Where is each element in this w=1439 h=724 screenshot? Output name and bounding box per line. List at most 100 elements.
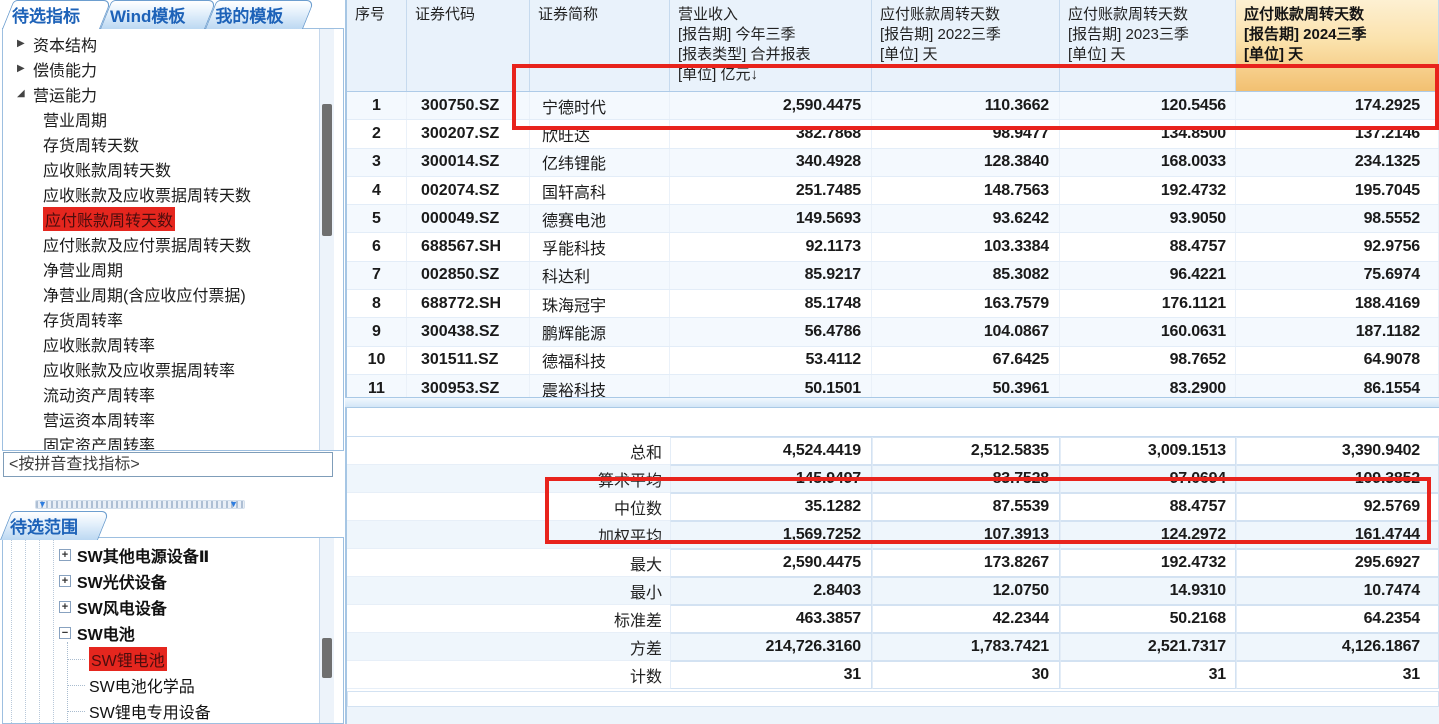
table-row[interactable]: 8 688772.SH 珠海冠宇 85.1748 163.7579 176.1121 188… <box>347 290 1439 319</box>
column-header-index[interactable]: 序号 <box>347 0 407 91</box>
indicator-item[interactable]: 流动资产周转率 <box>3 381 327 406</box>
indicator-hscrollbar[interactable]: ▼ ▼ <box>35 500 245 509</box>
summary-label: 最大 <box>347 549 670 577</box>
indicator-item[interactable]: 应收账款周转天数 <box>3 156 327 181</box>
column-header-apdays-2023[interactable]: 应付账款周转天数 [报告期] 2023三季 [单位] 天 <box>1060 0 1236 91</box>
column-header-revenue[interactable]: 营业收入 [报告期] 今年三季 [报表类型] 合并报表 [单位] 亿元↓ <box>670 0 872 91</box>
table-cell: 8 <box>347 290 407 318</box>
indicator-item[interactable]: 固定资产周转率 <box>3 431 327 451</box>
scope-item[interactable]: SW锂电池 <box>3 646 343 672</box>
scope-item[interactable]: + SW风电设备 <box>3 594 343 620</box>
indicator-item[interactable]: 营运资本周转率 <box>3 406 327 431</box>
indicator-item[interactable]: 存货周转天数 <box>3 131 327 156</box>
collapse-minus-icon[interactable]: − <box>59 627 71 639</box>
hscroll-right-handle-icon[interactable]: ▼ <box>229 499 238 509</box>
table-cell: 98.9477 <box>872 120 1060 148</box>
table-row[interactable]: 3 300014.SZ 亿纬锂能 340.4928 128.3840 168.0033 23… <box>347 148 1439 177</box>
pane-divider[interactable] <box>345 0 347 724</box>
scope-tab-bar: 待选范围 <box>0 511 98 540</box>
indicator-item[interactable]: 应收账款及应收票据周转天数 <box>3 181 327 206</box>
collapsed-arrow-icon[interactable]: ▶ <box>17 38 25 49</box>
indicator-item[interactable]: 营业周期 <box>3 106 327 131</box>
tab-pending-scope[interactable]: 待选范围 <box>0 511 98 540</box>
summary-row[interactable]: 最小 2.8403 12.0750 14.9310 10.7474 <box>347 577 1439 605</box>
column-header-name[interactable]: 证券简称 <box>530 0 670 91</box>
table-cell: 96.4221 <box>1060 261 1236 290</box>
summary-value: 30 <box>872 661 1060 689</box>
scope-item[interactable]: SW电池化学品 <box>3 672 343 698</box>
summary-label: 总和 <box>347 437 670 465</box>
tab-wind-templates[interactable]: Wind模板 <box>100 0 205 29</box>
scope-item[interactable]: + SW其他电源设备Ⅱ <box>3 542 343 568</box>
indicator-label: 应收账款周转天数 <box>43 162 172 180</box>
hscroll-left-handle-icon[interactable]: ▼ <box>38 499 47 509</box>
indicator-item[interactable]: 净营业周期 <box>3 256 327 281</box>
indicator-scrollbar[interactable] <box>319 29 334 450</box>
indicator-scrollbar-thumb[interactable] <box>322 104 332 236</box>
summary-row[interactable]: 标准差 463.3857 42.2344 50.2168 64.2354 <box>347 605 1439 633</box>
summary-row[interactable]: 方差 214,726.3160 1,783.7421 2,521.7317 4,126.… <box>347 633 1439 661</box>
tab-label: 待选指标 <box>12 7 80 26</box>
table-row[interactable]: 4 002074.SZ 国轩高科 251.7485 148.7563 192.4732 19… <box>347 176 1439 206</box>
scope-label: SW锂电池 <box>89 647 167 671</box>
table-row[interactable]: 6 688567.SH 孚能科技 92.1173 103.3384 88.4757 92.9… <box>347 233 1439 262</box>
table-cell: 98.5552 <box>1236 205 1439 233</box>
expand-plus-icon[interactable]: + <box>59 601 71 613</box>
table-cell: 251.7485 <box>670 176 872 205</box>
summary-label: 标准差 <box>347 605 670 633</box>
table-row[interactable]: 11 300953.SZ 震裕科技 50.1501 50.3961 83.2900 86.1… <box>347 374 1439 397</box>
table-cell: 85.3082 <box>872 261 1060 290</box>
summary-row[interactable]: 中位数 35.1282 87.5539 88.4757 92.5769 <box>347 493 1439 521</box>
table-cell: 53.4112 <box>670 346 872 374</box>
indicator-item[interactable]: 应收账款周转率 <box>3 331 327 356</box>
table-row[interactable]: 5 000049.SZ 德赛电池 149.5693 93.6242 93.9050 98.5… <box>347 205 1439 234</box>
column-header-code[interactable]: 证券代码 <box>407 0 530 91</box>
tree-guide-line <box>25 538 26 723</box>
table-cell: 192.4732 <box>1060 176 1236 205</box>
summary-value: 31 <box>1060 661 1236 689</box>
horizontal-splitter[interactable] <box>345 397 1439 408</box>
summary-row[interactable]: 最大 2,590.4475 173.8267 192.4732 295.6927 <box>347 549 1439 577</box>
table-row[interactable]: 9 300438.SZ 鹏辉能源 56.4786 104.0867 160.0631 187… <box>347 318 1439 347</box>
indicator-item[interactable]: ◢ 营运能力 <box>3 81 327 106</box>
table-cell: 56.4786 <box>670 318 872 346</box>
summary-row[interactable]: 计数 31 30 31 31 <box>347 661 1439 689</box>
collapsed-arrow-icon[interactable]: ▶ <box>17 63 25 74</box>
table-row[interactable]: 2 300207.SZ 欣旺达 382.7868 98.9477 134.8500 137.… <box>347 120 1439 149</box>
tab-pending-indicators[interactable]: 待选指标 <box>2 0 100 29</box>
indicator-item[interactable]: ▶ 资本结构 <box>3 31 327 56</box>
tree-child-guide-line <box>67 642 68 723</box>
indicator-search-input[interactable] <box>3 452 333 477</box>
expanded-arrow-icon[interactable]: ◢ <box>17 88 25 99</box>
expand-plus-icon[interactable]: + <box>59 575 71 587</box>
indicator-item[interactable]: 应付账款周转天数 <box>3 206 327 231</box>
table-cell: 83.2900 <box>1060 374 1236 397</box>
scope-scrollbar-thumb[interactable] <box>322 638 332 678</box>
summary-row[interactable]: 加权平均 1,569.7252 107.3913 124.2972 161.4744 <box>347 521 1439 549</box>
scope-scrollbar[interactable] <box>319 538 334 723</box>
scope-label: SW光伏设备 <box>77 575 167 592</box>
scope-item[interactable]: SW锂电专用设备 <box>3 698 343 723</box>
indicator-item[interactable]: 应付账款及应付票据周转天数 <box>3 231 327 256</box>
table-row[interactable]: 7 002850.SZ 科达利 85.9217 85.3082 96.4221 75.697… <box>347 261 1439 291</box>
indicator-item[interactable]: 存货周转率 <box>3 306 327 331</box>
indicator-label: 营业周期 <box>43 112 108 130</box>
indicator-item[interactable]: 净营业周期(含应收应付票据) <box>3 281 327 306</box>
tab-my-templates[interactable]: 我的模板 <box>205 0 303 29</box>
column-header-apdays-2024[interactable]: 应付账款周转天数 [报告期] 2024三季 [单位] 天 <box>1236 0 1439 91</box>
table-cell: 2,590.4475 <box>670 92 872 120</box>
table-row[interactable]: 1 300750.SZ 宁德时代 2,590.4475 110.3662 120.5456… <box>347 92 1439 121</box>
table-row[interactable]: 10 301511.SZ 德福科技 53.4112 67.6425 98.7652 64.9… <box>347 346 1439 375</box>
summary-row[interactable]: 算术平均 145.9497 83.7528 97.0694 109.3852 <box>347 465 1439 493</box>
scope-item[interactable]: + SW光伏设备 <box>3 568 343 594</box>
indicator-item[interactable]: 应收账款及应收票据周转率 <box>3 356 327 381</box>
result-table-upper: 序号 证券代码 证券简称 营业收入 [报告期] 今年三季 [报表类型] 合并报表… <box>347 0 1439 397</box>
expand-plus-icon[interactable]: + <box>59 549 71 561</box>
indicator-item[interactable]: ▶ 偿债能力 <box>3 56 327 81</box>
table-cell: 128.3840 <box>872 148 1060 176</box>
table-cell: 163.7579 <box>872 290 1060 318</box>
table-cell: 88.4757 <box>1060 233 1236 261</box>
column-header-apdays-2022[interactable]: 应付账款周转天数 [报告期] 2022三季 [单位] 天 <box>872 0 1060 91</box>
summary-row[interactable]: 总和 4,524.4419 2,512.5835 3,009.1513 3,390.94… <box>347 437 1439 465</box>
scope-item[interactable]: − SW电池 <box>3 620 343 646</box>
